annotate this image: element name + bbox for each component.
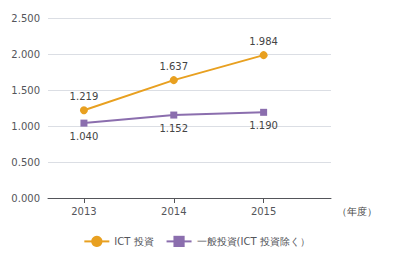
svg-text:1.637: 1.637 [159, 61, 188, 72]
svg-text:1.984: 1.984 [249, 36, 278, 47]
svg-text:1.219: 1.219 [70, 91, 99, 102]
svg-text:2014: 2014 [161, 206, 186, 217]
svg-text:0.000: 0.000 [11, 193, 40, 204]
svg-text:一般投資(ICT 投資除く）: 一般投資(ICT 投資除く） [197, 236, 310, 247]
svg-text:1.000: 1.000 [11, 121, 40, 132]
svg-text:（年度）: （年度） [337, 206, 377, 217]
svg-text:0.500: 0.500 [11, 157, 40, 168]
svg-text:1.500: 1.500 [11, 85, 40, 96]
svg-text:2013: 2013 [71, 206, 96, 217]
svg-text:ICT 投資: ICT 投資 [114, 236, 153, 247]
svg-text:2.500: 2.500 [11, 13, 40, 24]
svg-text:1.152: 1.152 [159, 123, 188, 134]
svg-text:1.190: 1.190 [249, 120, 278, 131]
svg-text:2.000: 2.000 [11, 49, 40, 60]
svg-text:1.040: 1.040 [70, 131, 99, 142]
svg-text:2015: 2015 [251, 206, 276, 217]
